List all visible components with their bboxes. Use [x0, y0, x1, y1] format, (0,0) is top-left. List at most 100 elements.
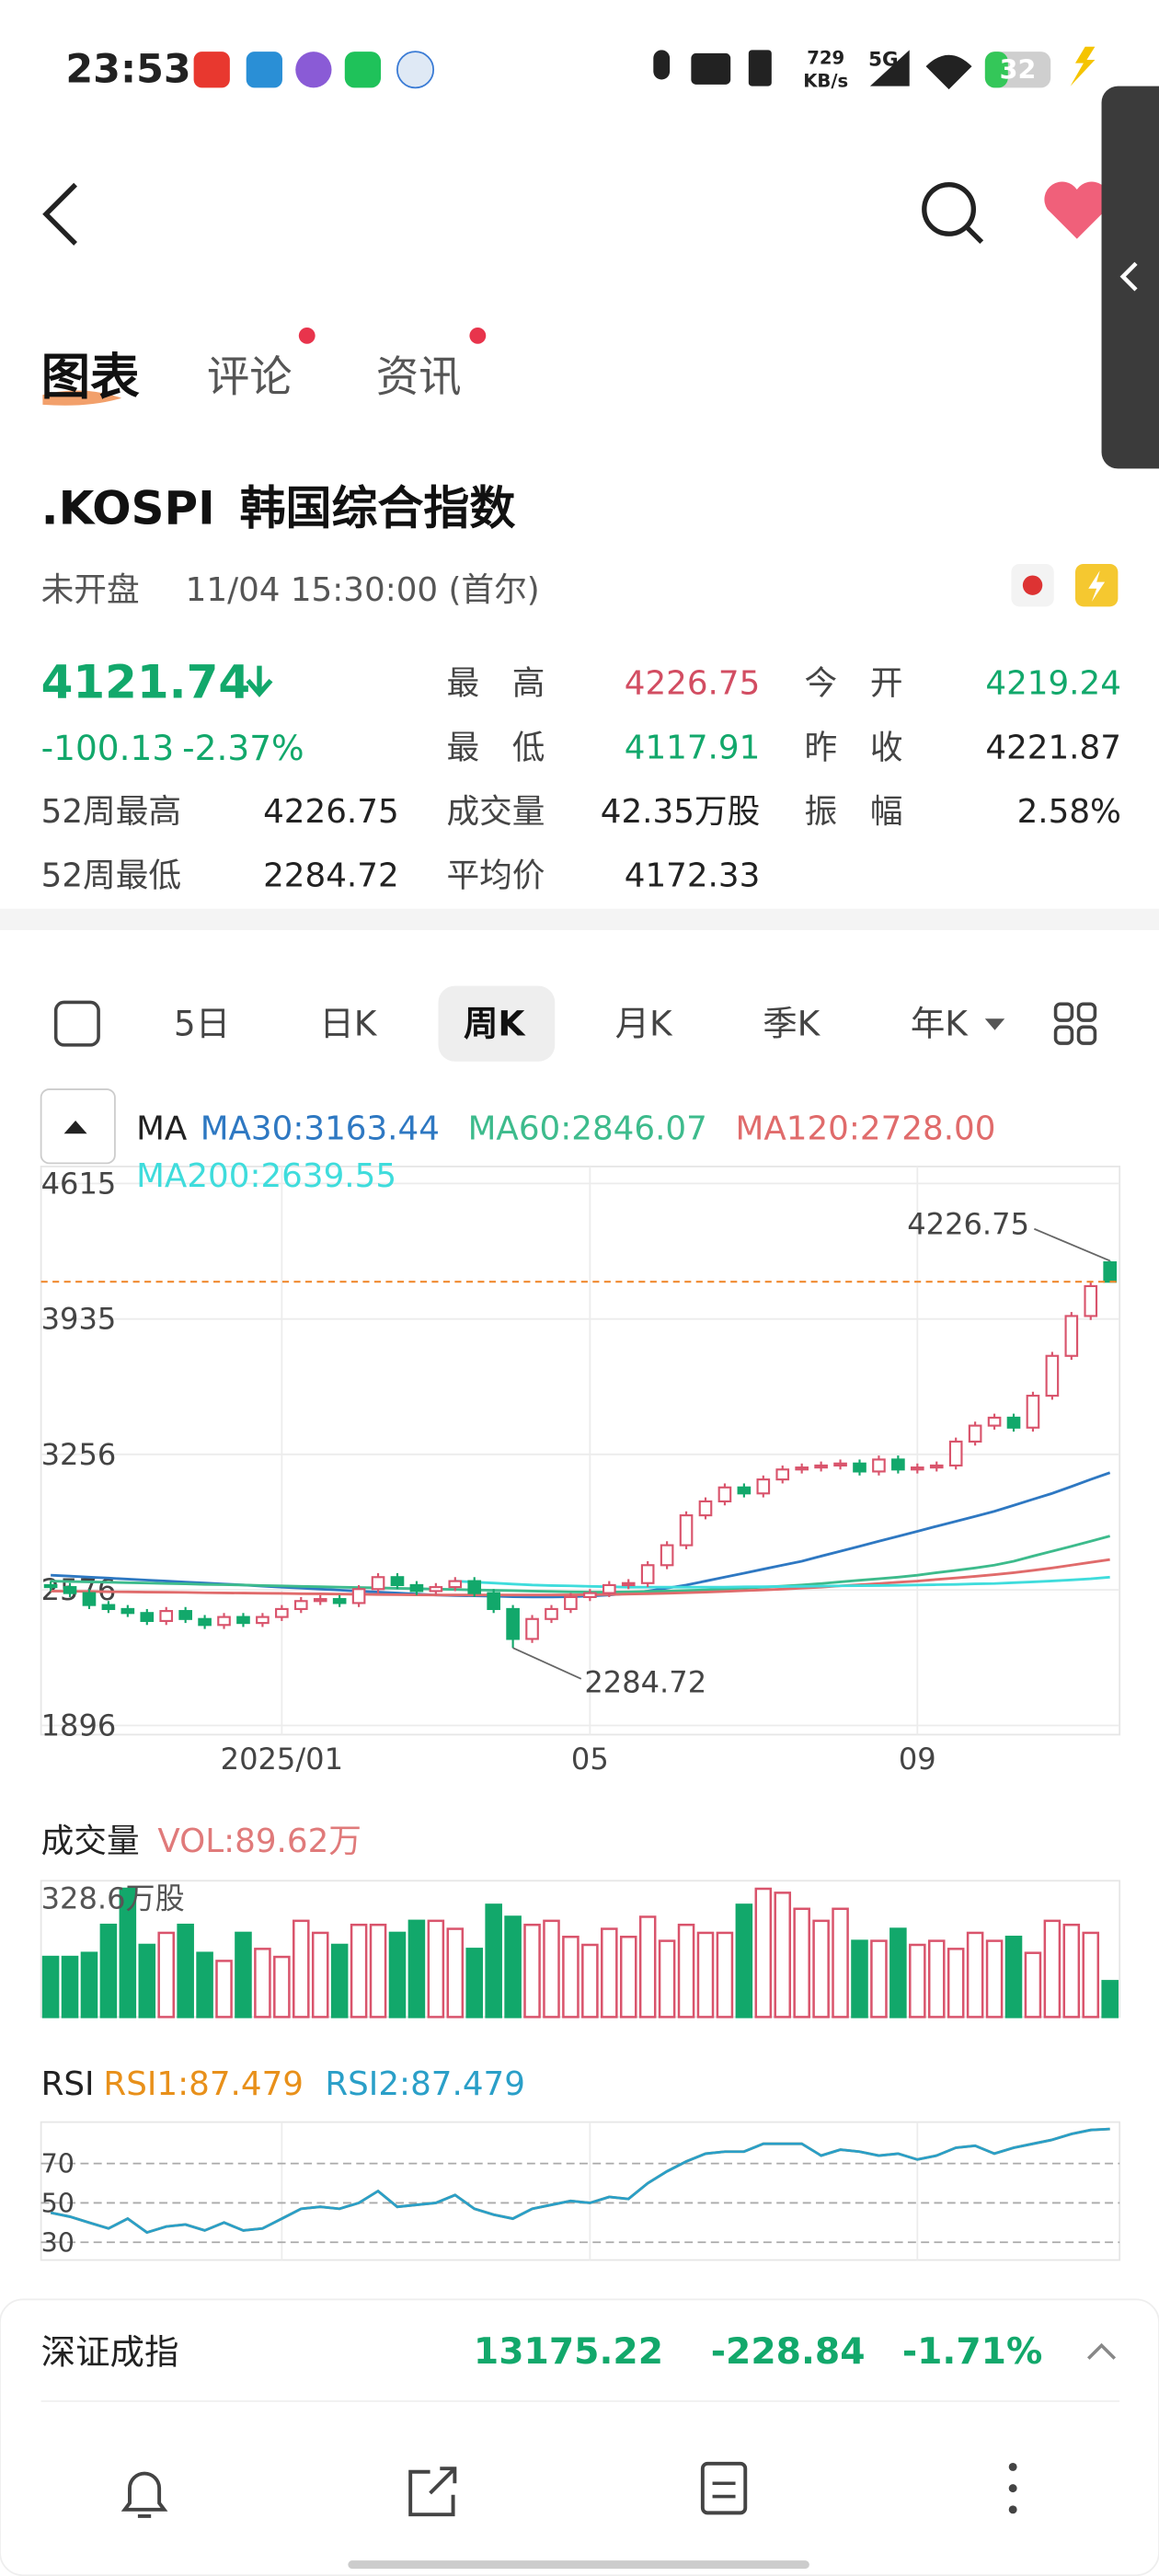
volume-bar	[350, 1923, 368, 2018]
volume-bar	[504, 1915, 522, 2018]
back-button[interactable]	[42, 182, 77, 246]
candle-body	[621, 1581, 636, 1587]
mic-icon	[653, 50, 671, 80]
candle-body	[390, 1576, 405, 1587]
candle-body	[737, 1486, 752, 1495]
candle-body	[1103, 1261, 1118, 1283]
expand-button[interactable]	[1086, 2342, 1117, 2360]
candle-body	[101, 1604, 116, 1611]
tab[interactable]: 资讯	[376, 351, 462, 401]
volume-bar	[485, 1903, 502, 2018]
down-arrow	[246, 665, 273, 698]
share-button[interactable]	[408, 2467, 457, 2517]
period-tab[interactable]: 日K	[319, 1004, 377, 1044]
battery-level-text: 32	[1000, 54, 1037, 86]
period-1d-icon[interactable]	[53, 1000, 100, 1047]
period-tab[interactable]: 季K	[763, 1004, 820, 1044]
candle-body	[140, 1612, 155, 1623]
volume-bar	[369, 1923, 387, 2018]
index-change: -228.84	[711, 2331, 866, 2373]
candle-body	[332, 1598, 347, 1604]
candle-body	[217, 1616, 231, 1627]
candle-body	[1026, 1395, 1040, 1429]
period-tab[interactable]: 年K	[911, 1004, 969, 1044]
dropdown-caret[interactable]	[984, 1018, 1005, 1030]
candle-body	[660, 1544, 674, 1567]
legend-title: RSI	[41, 2065, 95, 2103]
more-button[interactable]	[1008, 2462, 1017, 2514]
volume-bar	[293, 1919, 310, 2018]
stat-value: 4226.75	[263, 793, 399, 831]
candle-body	[467, 1580, 482, 1594]
charging-icon	[1070, 46, 1096, 86]
volume-bar	[1024, 1951, 1042, 2018]
side-panel[interactable]	[1101, 86, 1159, 469]
volume-bar	[41, 1955, 60, 2018]
volume-bar	[99, 1923, 118, 2018]
alert-button[interactable]	[120, 2471, 168, 2518]
volume-bar	[812, 1919, 830, 2018]
camera-icon	[691, 52, 731, 85]
period-tab[interactable]: 5日	[174, 1004, 230, 1044]
candle-body	[409, 1583, 424, 1593]
legend-title: 成交量	[41, 1823, 140, 1860]
layout-icon[interactable]	[1053, 1002, 1097, 1045]
volume-bar	[273, 1955, 291, 2018]
candle-body	[987, 1416, 1002, 1427]
search-button[interactable]	[922, 182, 977, 236]
app-icon	[193, 52, 230, 88]
candle-body	[891, 1458, 905, 1471]
volume-bar	[947, 1948, 965, 2018]
notes-button[interactable]	[700, 2461, 748, 2515]
y-tick-label: 3935	[41, 1302, 117, 1337]
volume-bar	[80, 1951, 98, 2018]
candle-body	[256, 1616, 270, 1625]
index-change-pct: -1.71%	[902, 2331, 1042, 2373]
index-price: 13175.22	[474, 2331, 663, 2373]
stat-value: 42.35万股	[601, 793, 761, 831]
candle-body	[853, 1462, 866, 1473]
series-line	[454, 1575, 1110, 1589]
y-tick-label: 70	[41, 2148, 75, 2179]
layout-cell	[1076, 1002, 1097, 1022]
stat-label: 52周最高	[41, 793, 181, 831]
volume-bar	[157, 1931, 175, 2018]
y-tick-label: 328.6万股	[41, 1881, 185, 1916]
wifi-icon	[925, 54, 972, 90]
tab[interactable]: 评论	[207, 351, 293, 401]
index-name: 深证成指	[41, 2331, 179, 2372]
candle-body	[63, 1586, 77, 1594]
price-change-pct: -2.37%	[182, 728, 304, 768]
candle-body	[1084, 1284, 1098, 1317]
volume-bar	[638, 1915, 657, 2018]
candle-body	[293, 1600, 308, 1611]
tab[interactable]: 图表	[41, 348, 141, 406]
volume-bar	[254, 1948, 271, 2018]
volume-bar	[177, 1923, 194, 2018]
volume-bar	[793, 1907, 810, 2018]
annotation-leader	[512, 1647, 582, 1680]
more-dot	[1008, 2462, 1017, 2471]
favorite-button[interactable]	[1044, 181, 1110, 239]
flag-emblem	[1022, 575, 1043, 595]
candle-body	[698, 1500, 713, 1517]
stat-value: 4172.33	[625, 857, 761, 895]
volume-bar	[1082, 1931, 1100, 2018]
layout-cell	[1053, 1025, 1074, 1045]
notes-lines	[712, 2481, 736, 2499]
volume-bar	[1043, 1919, 1061, 2018]
chart-frame	[40, 1166, 1121, 1736]
candle-body	[1006, 1416, 1021, 1429]
more-dot	[1008, 2505, 1017, 2514]
y-tick-label: 30	[41, 2226, 75, 2258]
period-tab[interactable]: 周K	[464, 1004, 526, 1044]
candle-body	[640, 1564, 655, 1584]
period-tab[interactable]: 月K	[615, 1004, 673, 1044]
volume-bar	[523, 1923, 541, 2018]
net-speed-unit: KB/s	[803, 71, 848, 92]
y-tick-label: 1896	[41, 1708, 117, 1742]
x-tick-label: 2025/01	[221, 1742, 343, 1777]
stat-label: 平均价	[446, 857, 545, 895]
